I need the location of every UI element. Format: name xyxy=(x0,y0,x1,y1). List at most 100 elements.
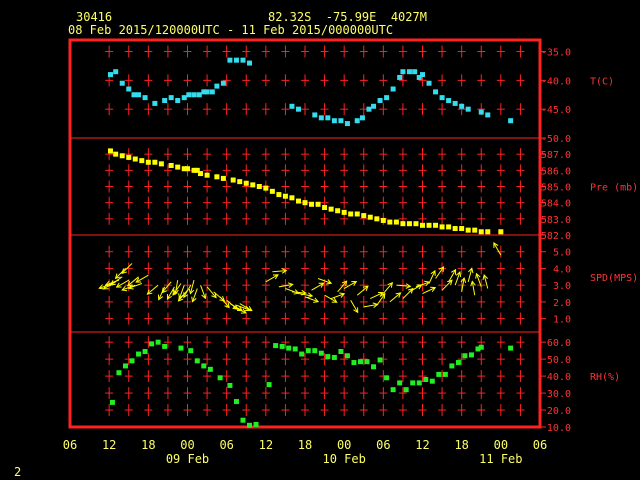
wind-vector xyxy=(265,274,279,283)
wind-vector-shaft xyxy=(239,303,253,312)
wind-vector-shaft xyxy=(127,276,139,287)
humidity-point xyxy=(449,363,455,369)
wind-vector xyxy=(114,268,126,280)
temperature-point xyxy=(371,103,377,109)
wind-vector-head xyxy=(362,285,369,292)
wind-vector xyxy=(272,268,288,274)
humidity-point xyxy=(299,351,305,357)
wind-vector xyxy=(278,282,294,288)
wind-vector-head xyxy=(405,283,412,289)
humidity-point xyxy=(279,343,285,349)
pressure-point xyxy=(191,167,197,173)
x-tick-label: 18 xyxy=(298,438,312,452)
wind-vector xyxy=(146,284,159,295)
temperature-point xyxy=(233,57,239,63)
temperature-point xyxy=(416,74,422,80)
humidity-point xyxy=(292,346,298,352)
pressure-point xyxy=(374,216,380,222)
wind-vector-head xyxy=(331,297,338,303)
humidity-point xyxy=(364,359,370,365)
humidity-point xyxy=(331,354,337,360)
temperature-point xyxy=(439,95,445,101)
temperature-point xyxy=(359,115,365,121)
pressure-point xyxy=(387,219,393,225)
wind-vector-head xyxy=(339,292,346,298)
wind-vector xyxy=(121,263,133,275)
wind-vector-shaft xyxy=(110,276,123,286)
wind-vector-head xyxy=(438,266,445,273)
wind-vector-shaft xyxy=(172,283,182,296)
wind-vector xyxy=(298,292,314,299)
wind-vector xyxy=(402,287,414,299)
pressure-point xyxy=(145,159,151,165)
temperature-point xyxy=(446,98,452,104)
temperature-point xyxy=(186,92,192,98)
y-tick-label: 40.0 xyxy=(547,372,571,383)
wind-vector-head xyxy=(493,242,499,248)
temperature-point xyxy=(325,115,331,121)
humidity-point xyxy=(162,343,168,349)
wind-vector xyxy=(172,283,182,296)
wind-vector xyxy=(343,280,358,289)
wind-vector-head xyxy=(460,277,467,283)
humidity-point xyxy=(410,380,416,386)
y-tick-label: 583.0 xyxy=(541,215,571,226)
humidity-point xyxy=(178,345,184,351)
pressure-point xyxy=(126,154,132,160)
pressure-point xyxy=(472,227,478,233)
x-tick-label: 00 xyxy=(337,438,351,452)
wind-vector xyxy=(206,286,217,299)
temperature-point xyxy=(209,89,215,95)
wind-vector xyxy=(363,302,379,308)
x-tick-label: 00 xyxy=(180,438,194,452)
humidity-point xyxy=(109,399,115,405)
temperature-point xyxy=(227,57,233,63)
temperature-point xyxy=(384,95,390,101)
humidity-point xyxy=(188,348,194,354)
panel-label: Pre (mb) xyxy=(590,183,638,194)
wind-vector-head xyxy=(166,293,172,300)
panel-label: RH(%) xyxy=(590,372,620,383)
wind-vector-shaft xyxy=(448,269,457,283)
temperature-point xyxy=(412,69,418,75)
wind-vector-head xyxy=(407,287,414,294)
humidity-point xyxy=(403,387,409,393)
temperature-point xyxy=(426,80,432,86)
pressure-point xyxy=(276,192,282,198)
wind-vector-shaft xyxy=(363,303,378,308)
humidity-point xyxy=(136,351,142,357)
pressure-point xyxy=(230,177,236,183)
humidity-point xyxy=(423,377,429,382)
y-tick-label: 2.0 xyxy=(553,298,571,309)
wind-vector xyxy=(166,286,175,300)
x-tick-label: 00 xyxy=(494,438,508,452)
temperature-point xyxy=(465,106,471,112)
wind-vector-head xyxy=(121,285,128,292)
pressure-point xyxy=(341,209,347,215)
wind-vector-shaft xyxy=(428,270,436,284)
pressure-point xyxy=(315,201,321,207)
station-location: 82.32S -75.99E 4027M xyxy=(268,10,427,24)
x-tick-label: 06 xyxy=(219,438,233,452)
temperature-point xyxy=(344,121,350,127)
y-tick-label: -45.0 xyxy=(541,105,571,116)
wind-vector-shaft xyxy=(311,282,324,291)
wind-vector xyxy=(177,289,188,302)
temperature-point xyxy=(152,100,158,106)
wind-vector-shaft xyxy=(389,292,401,303)
wind-vector-shaft xyxy=(200,285,206,299)
wind-vector xyxy=(239,303,253,312)
humidity-point xyxy=(384,375,390,381)
wind-vector-shaft xyxy=(178,285,185,299)
temperature-point xyxy=(142,95,148,101)
pressure-point xyxy=(250,182,256,188)
pressure-point xyxy=(107,148,113,154)
temperature-point xyxy=(214,83,220,89)
y-tick-label: 582.0 xyxy=(541,231,571,242)
temperature-point xyxy=(390,86,396,92)
wind-vector-shaft xyxy=(304,296,319,303)
temperature-point xyxy=(420,72,425,78)
pressure-point xyxy=(498,229,504,235)
pressure-point xyxy=(152,159,158,165)
